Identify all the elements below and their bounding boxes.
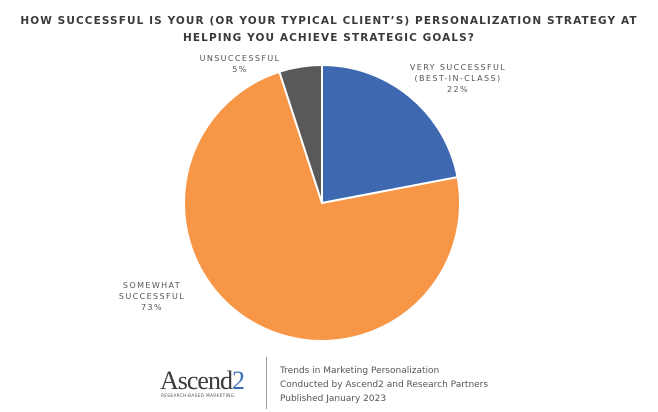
footer-line: Trends in Marketing Personalization (280, 366, 440, 376)
logo-tagline: RESEARCH-BASED MARKETING (161, 394, 235, 399)
label-percent: 73% (141, 303, 163, 312)
label-text: SOMEWHAT (122, 281, 182, 290)
logo-wordmark: Ascend2 (160, 366, 245, 395)
label-very-successful: VERY SUCCESSFUL (BEST-IN-CLASS) 22% (398, 62, 518, 95)
label-percent: 22% (447, 85, 469, 94)
chart-title: HOW SUCCESSFUL IS YOUR (OR YOUR TYPICAL … (0, 13, 658, 47)
footer-line: Conducted by Ascend2 and Research Partne… (280, 380, 489, 390)
chart-title-line-1: HOW SUCCESSFUL IS YOUR (OR YOUR TYPICAL … (20, 15, 638, 27)
ascend2-logo: Ascend2 RESEARCH-BASED MARKETING (160, 368, 260, 402)
label-text: (BEST-IN-CLASS) (414, 74, 502, 83)
label-text: VERY SUCCESSFUL (409, 63, 507, 72)
footer-divider (266, 357, 267, 409)
label-text: UNSUCCESSFUL (199, 54, 281, 63)
footer-source: Trends in Marketing Personalization Cond… (280, 364, 488, 406)
footer-line: Published January 2023 (280, 394, 387, 404)
slice-somewhat-successful (183, 70, 461, 342)
label-percent: 5% (232, 65, 248, 74)
pie-slices (183, 63, 461, 342)
chart-title-line-2: HELPING YOU ACHIEVE STRATEGIC GOALS? (183, 32, 475, 44)
logo-word: Ascend (160, 366, 233, 395)
label-somewhat-successful: SOMEWHAT SUCCESSFUL 73% (102, 280, 202, 313)
slice-unsuccessful (278, 63, 323, 204)
label-unsuccessful: UNSUCCESSFUL 5% (190, 53, 290, 75)
slice-very-successful (321, 63, 459, 205)
logo-number: 2 (231, 366, 245, 395)
label-text: SUCCESSFUL (118, 292, 186, 301)
